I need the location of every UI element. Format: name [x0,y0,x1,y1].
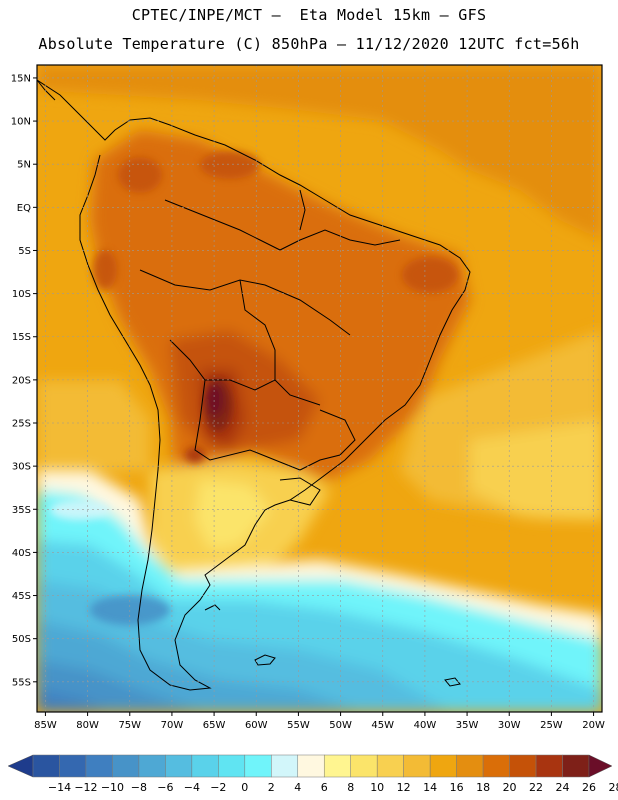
colorbar-min-arrow [7,754,34,778]
lat-tick-label: 20S [12,375,31,386]
lon-tick-label: 50W [329,720,352,731]
colorbar-segment [509,754,537,778]
lat-tick-label: 25S [12,419,31,430]
colorbar-segment [165,754,193,778]
colorbar-label: 16 [450,781,464,794]
lon-tick-label: 65W [203,720,226,731]
lon-tick-label: 75W [118,720,141,731]
colorbar-segment [456,754,484,778]
colorbar-segment [429,754,457,778]
lat-tick-label: 30S [12,462,31,473]
lon-tick-label: 30W [498,720,521,731]
lon-tick-label: 70W [161,720,184,731]
colorbar-label: −8 [131,781,147,794]
colorbar-segment [218,754,246,778]
colorbar-label: −14 [48,781,71,794]
colorbar-label: 0 [241,781,248,794]
temperature-field [37,65,602,712]
colorbar-segment [85,754,113,778]
colorbar-label: 14 [423,781,437,794]
colorbar-segment [32,754,60,778]
colorbar-label: 10 [370,781,384,794]
colorbar-label: −6 [157,781,173,794]
colorbar-label: 20 [503,781,517,794]
lon-tick-label: 80W [76,720,99,731]
colorbar-segment [191,754,219,778]
colorbar-segment [350,754,378,778]
colorbar-segment [112,754,140,778]
lat-tick-label: 35S [12,505,31,516]
colorbar-segment [482,754,510,778]
map-title-line2: Absolute Temperature (C) 850hPa – 11/12/… [38,35,580,53]
lon-tick-label: 25W [540,720,563,731]
lon-tick-label: 60W [245,720,268,731]
lat-tick-label: 15S [12,332,31,343]
lat-tick-label: 50S [12,634,31,645]
lat-tick-label: 40S [12,548,31,559]
lon-tick-label: 20W [582,720,605,731]
colorbar-label: 22 [529,781,543,794]
lon-tick-label: 45W [371,720,394,731]
colorbar-label: 12 [397,781,411,794]
colorbar-segment [562,754,590,778]
colorbar-label: 26 [582,781,596,794]
colorbar-label: −12 [74,781,97,794]
colorbar-segment [403,754,431,778]
colorbar: −14 −12 −10 −8 −6 −4 −2 0 2 4 6 8 10 12 14 16 18 20 22 24 26… [7,754,618,794]
colorbar-label: 4 [294,781,301,794]
colorbar-segment [297,754,325,778]
lat-tick-label: 10N [11,117,31,128]
colorbar-segment [323,754,351,778]
colorbar-max-arrow [588,754,613,778]
colorbar-label: −10 [101,781,124,794]
map-frame [36,64,603,713]
lat-tick-label: 45S [12,591,31,602]
lon-tick-label: 55W [287,720,310,731]
colorbar-label: 28 [608,781,618,794]
colorbar-label: 6 [321,781,328,794]
lat-tick-label: 5S [18,246,31,257]
colorbar-segment [271,754,299,778]
lat-tick-label: 10S [12,289,31,300]
lat-tick-label: 15N [11,73,31,84]
colorbar-label: 2 [268,781,275,794]
lon-tick-label: 85W [34,720,57,731]
lat-tick-label: EQ [17,203,31,214]
map-title-line1: CPTEC/INPE/MCT – Eta Model 15km – GFS [131,6,487,24]
temperature-map: 15N 10N 5N EQ 5S 10S 15S 20S 25S 30S 35S 40S 45S 50S 5… [11,64,605,731]
lon-tick-label: 40W [414,720,437,731]
colorbar-segment [376,754,404,778]
colorbar-label: 24 [556,781,570,794]
map-gridlines [37,65,602,712]
colorbar-segment [138,754,166,778]
colorbar-segment [244,754,272,778]
colorbar-segment [59,754,87,778]
lat-tick-label: 5N [17,160,31,171]
axis-ticks: 15N 10N 5N EQ 5S 10S 15S 20S 25S 30S 35S 40S 45S 50S 5… [11,73,605,731]
colorbar-label: 8 [347,781,354,794]
colorbar-segment [535,754,563,778]
colorbar-label: −2 [210,781,226,794]
lon-tick-label: 35W [456,720,479,731]
colorbar-label: 18 [476,781,490,794]
lat-tick-label: 55S [12,677,31,688]
colorbar-label: −4 [184,781,200,794]
